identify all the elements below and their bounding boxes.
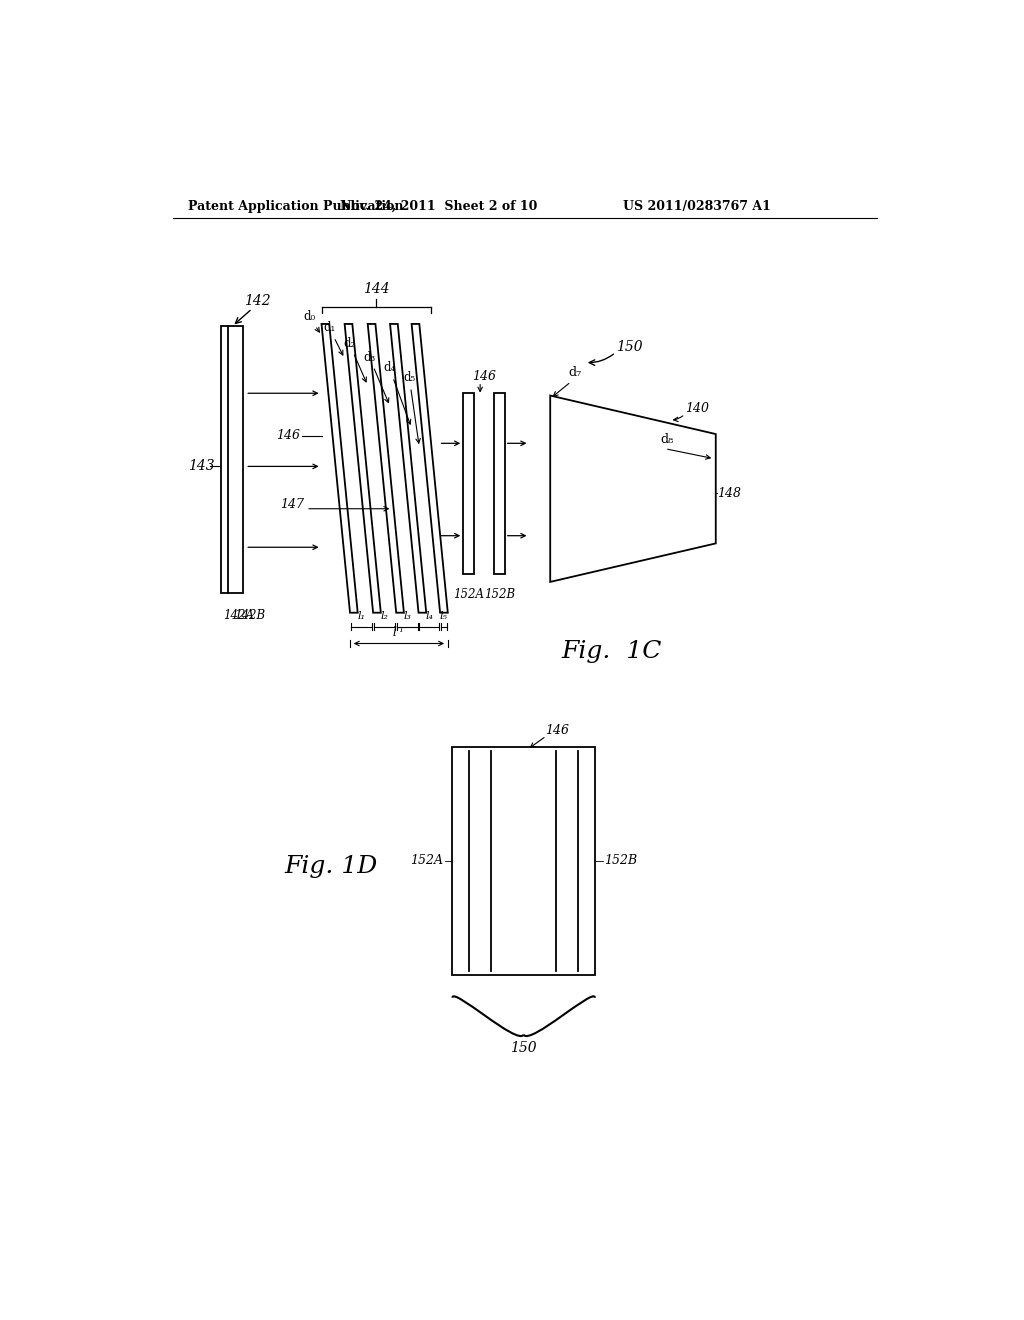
Text: l₃: l₃ [403,611,412,620]
Polygon shape [368,323,403,612]
Text: 152B: 152B [604,854,637,867]
Text: l ᵀ: l ᵀ [393,626,404,639]
Text: d₅: d₅ [403,371,420,444]
Text: 146: 146 [545,723,568,737]
Text: Nov. 24, 2011  Sheet 2 of 10: Nov. 24, 2011 Sheet 2 of 10 [340,199,538,213]
Text: l₅: l₅ [440,611,447,620]
Text: d₀: d₀ [303,310,319,333]
Text: 142: 142 [245,294,271,308]
Bar [453,747,595,974]
Polygon shape [345,323,381,612]
Text: l₂: l₂ [381,611,389,620]
Text: 152B: 152B [483,589,515,601]
Text: 150: 150 [510,1040,537,1055]
Text: 144: 144 [362,281,389,296]
Text: l₄: l₄ [425,611,433,620]
Text: 147: 147 [280,499,304,511]
Text: Fig. 1D: Fig. 1D [285,855,378,878]
Text: 152A: 152A [453,589,484,601]
Text: 140: 140 [685,403,709,416]
Text: d₃: d₃ [364,351,389,403]
Text: Fig.  1C: Fig. 1C [562,640,663,663]
Text: d₄: d₄ [383,362,411,424]
Polygon shape [412,323,447,612]
Polygon shape [390,323,426,612]
Text: Patent Application Publication: Patent Application Publication [188,199,403,213]
Text: US 2011/0283767 A1: US 2011/0283767 A1 [624,199,771,213]
Text: 150: 150 [615,341,642,354]
Text: d₁: d₁ [324,321,343,355]
Text: 146: 146 [275,429,300,442]
Text: 143: 143 [188,459,215,474]
Text: 142B: 142B [233,609,265,622]
Text: 148: 148 [717,487,741,500]
Text: 152A: 152A [411,854,443,867]
Text: d₇: d₇ [568,366,581,379]
Bar [463,393,474,574]
Bar [221,326,243,594]
Text: 146: 146 [472,370,496,383]
Text: d₂: d₂ [343,337,367,381]
Text: l₁: l₁ [357,611,366,620]
Polygon shape [550,396,716,582]
Text: d₈: d₈ [660,433,674,446]
Text: 142A: 142A [223,609,254,622]
Bar [494,393,505,574]
Polygon shape [322,323,357,612]
